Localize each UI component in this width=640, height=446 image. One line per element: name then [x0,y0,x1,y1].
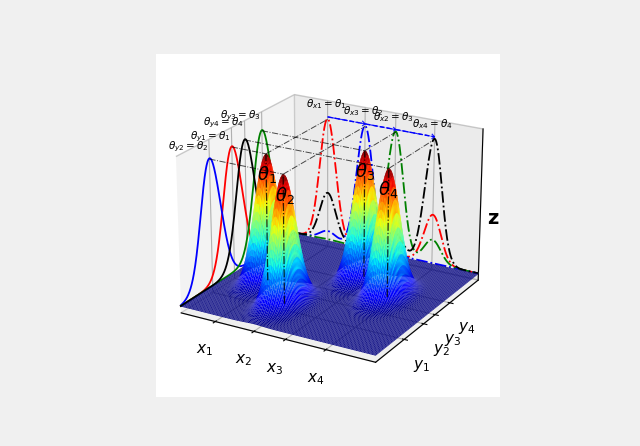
Text: z: z [487,209,499,228]
